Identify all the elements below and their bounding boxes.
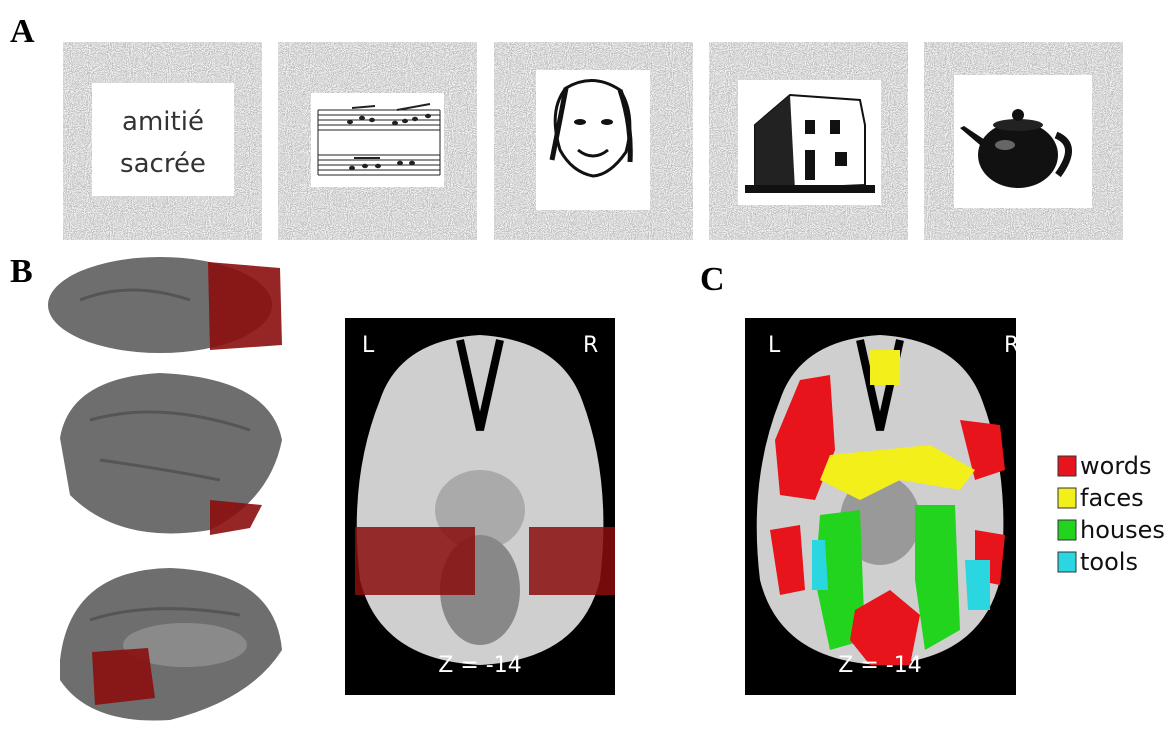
word-card xyxy=(92,83,234,196)
legend-label: tools xyxy=(1080,548,1138,576)
legend-swatch xyxy=(1058,520,1076,540)
side-label: R xyxy=(583,333,598,358)
legend: words faces houses tools xyxy=(1058,452,1165,576)
music-score xyxy=(311,93,444,187)
legend-label: faces xyxy=(1080,484,1144,512)
panel-label: A xyxy=(10,13,35,50)
side-label: L xyxy=(362,333,375,358)
legend-swatch xyxy=(1058,456,1076,476)
panel-label: C xyxy=(700,261,725,298)
cortical-surfaces xyxy=(48,257,282,721)
activation xyxy=(870,350,900,385)
roi xyxy=(529,527,629,595)
word-stimulus: sacrée xyxy=(120,149,206,179)
axial-slice xyxy=(745,318,1016,695)
stimulus-row: amitié sacrée xyxy=(63,42,1123,240)
panel-label: B xyxy=(10,253,33,290)
side-label: R xyxy=(1004,333,1019,358)
activation xyxy=(965,560,990,610)
figure: A amitié sacrée xyxy=(0,0,1165,750)
word-stimulus: amitié xyxy=(122,107,204,137)
legend-swatch xyxy=(1058,488,1076,508)
teapot-drawing xyxy=(954,75,1092,208)
side-label: L xyxy=(768,333,781,358)
legend-label: houses xyxy=(1080,516,1165,544)
face-drawing xyxy=(536,70,650,210)
legend-swatch xyxy=(1058,552,1076,572)
slice-label: Z = -14 xyxy=(438,653,521,678)
slice-label: Z = -14 xyxy=(838,653,921,678)
axial-slice xyxy=(345,318,635,695)
legend-label: words xyxy=(1080,452,1152,480)
house-drawing xyxy=(738,80,881,205)
